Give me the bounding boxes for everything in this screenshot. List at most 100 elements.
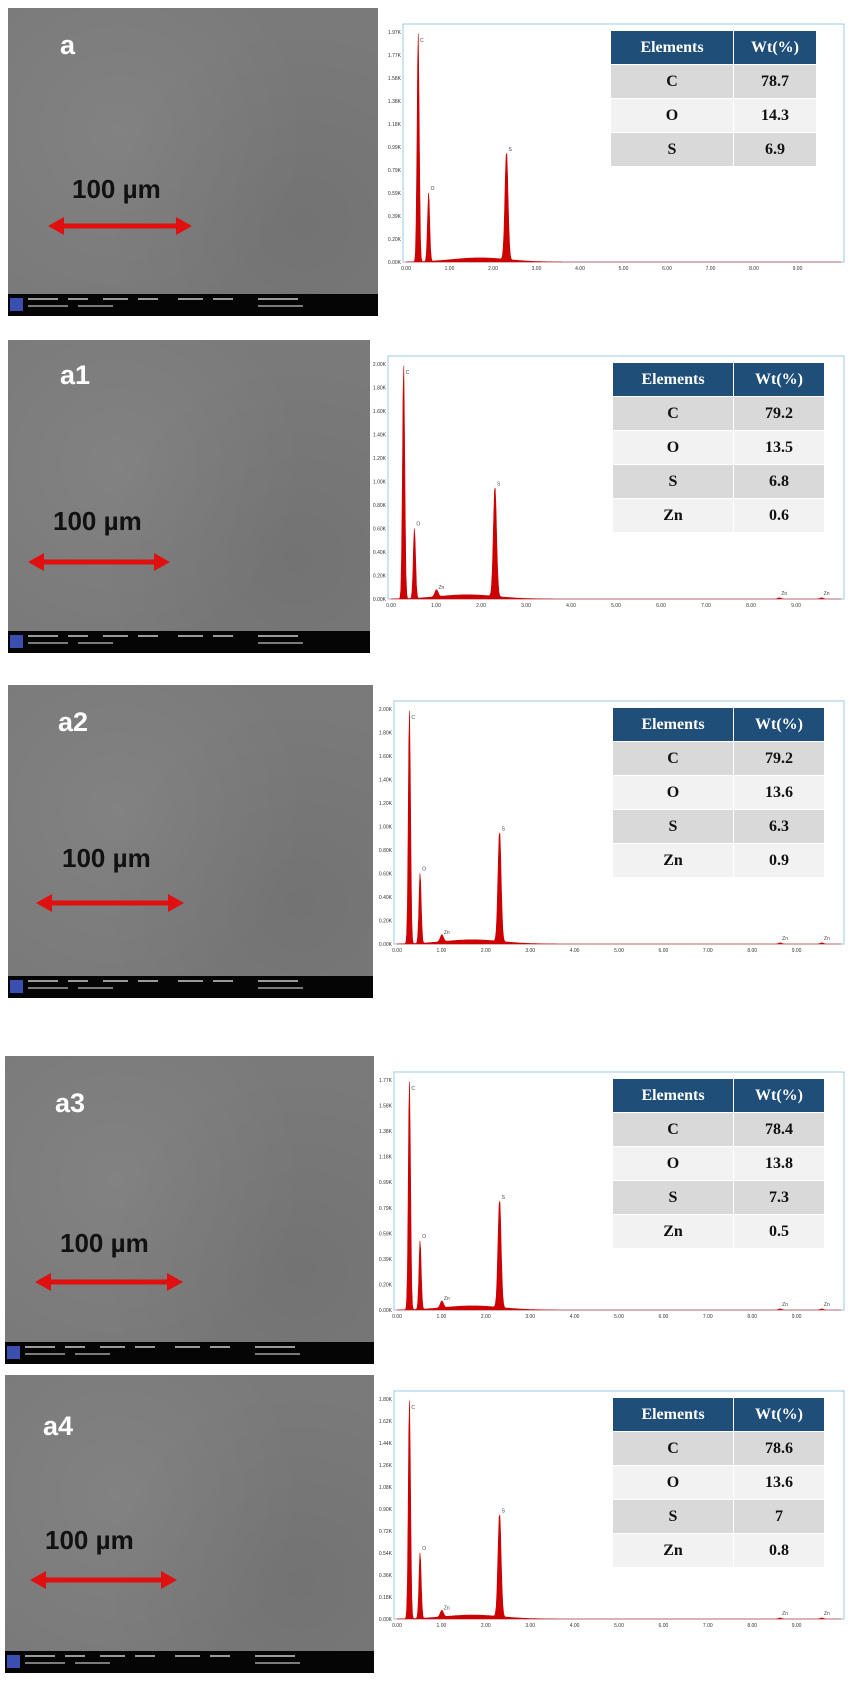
y-tick-label: 1.38K — [388, 99, 402, 105]
peak-label-o: O — [422, 1234, 426, 1240]
element-cell: O — [610, 98, 734, 133]
x-tick-label: 5.00 — [611, 603, 621, 609]
peak-label-s: S — [502, 827, 506, 833]
scale-bar-label: 100 µm — [53, 506, 142, 536]
element-cell: S — [612, 464, 734, 499]
wt-cell: 7.3 — [733, 1180, 825, 1215]
table-header-row: Elements Wt(%) — [612, 707, 825, 742]
x-tick-label: 7.00 — [706, 266, 716, 272]
x-tick-label: 0.00 — [392, 1314, 402, 1320]
panel-a3: a3 100 µm 0.00K 0.20K 0.39K 0.59K 0.79K 0.99K 1.… — [0, 1056, 854, 1376]
sem-texture — [5, 1056, 374, 1364]
table-row: O 14.3 — [610, 98, 817, 133]
info-text — [255, 1655, 295, 1657]
x-tick-label: 1.00 — [445, 266, 455, 272]
x-tick-label: 2.00 — [481, 948, 491, 954]
element-cell: C — [612, 1431, 734, 1466]
y-tick-label: 1.44K — [379, 1441, 393, 1447]
scale-bar-arrow — [48, 217, 192, 235]
wt-cell: 6.8 — [733, 464, 825, 499]
info-text — [78, 987, 113, 989]
y-tick-label: 1.40K — [373, 433, 387, 439]
info-text — [28, 635, 58, 637]
composition-table: Elements Wt(%) C 78.7 O 14.3 S 6.9 — [610, 30, 817, 167]
sem-image: a4 100 µm — [5, 1375, 374, 1673]
table-header-row: Elements Wt(%) — [610, 30, 817, 65]
y-tick-label: 1.58K — [388, 76, 402, 82]
peak-label-o: O — [416, 522, 420, 528]
y-tick-label: 0.79K — [379, 1206, 393, 1212]
y-tick-label: 0.54K — [379, 1551, 393, 1557]
info-text — [75, 1353, 110, 1355]
panel-label: a — [60, 30, 76, 60]
info-text — [103, 635, 128, 637]
y-tick-label: 2.00K — [373, 362, 387, 368]
info-text — [258, 298, 298, 300]
header-elements: Elements — [612, 1397, 734, 1432]
composition-table: Elements Wt(%) C 79.2 O 13.6 S 6.3 Zn 0.9 — [612, 707, 825, 878]
element-cell: S — [612, 809, 734, 844]
y-tick-label: 1.00K — [379, 825, 393, 831]
x-tick-label: 0.00 — [401, 266, 411, 272]
x-tick-label: 5.00 — [614, 1314, 624, 1320]
y-tick-label: 0.00K — [388, 260, 402, 266]
info-text — [25, 1662, 65, 1664]
peak-label-s: S — [497, 482, 501, 488]
spectrum-series — [405, 33, 841, 263]
x-tick-label: 2.00 — [488, 266, 498, 272]
y-tick-label: 0.39K — [379, 1257, 393, 1263]
info-text — [68, 980, 88, 982]
peak-label-zn: Zn — [824, 936, 830, 942]
y-tick-label: 1.58K — [379, 1104, 393, 1110]
y-tick-label: 2.00K — [379, 707, 393, 713]
element-cell: Zn — [612, 1214, 734, 1249]
y-tick-label: 0.00K — [379, 1308, 393, 1314]
wt-cell: 13.8 — [733, 1146, 825, 1181]
y-tick-label: 0.99K — [379, 1180, 393, 1186]
info-text — [258, 987, 303, 989]
peak-label-s: S — [502, 1195, 506, 1201]
peak-label-zn: Zn — [444, 930, 450, 936]
table-row: C 78.6 — [612, 1431, 825, 1466]
info-text — [135, 1655, 155, 1657]
info-text — [28, 642, 68, 644]
y-tick-label: 0.59K — [379, 1231, 393, 1237]
composition-table: Elements Wt(%) C 79.2 O 13.5 S 6.8 Zn 0.6 — [612, 362, 825, 533]
info-text — [68, 298, 88, 300]
info-text — [28, 298, 58, 300]
x-tick-label: 4.00 — [575, 266, 585, 272]
table-row: O 13.6 — [612, 1465, 825, 1500]
peak-label-c: C — [420, 38, 424, 44]
table-header-row: Elements Wt(%) — [612, 1078, 825, 1113]
eds-spectrum: 0.00K 0.20K 0.39K 0.59K 0.79K 0.99K 1.18K 1.38K… — [378, 1056, 850, 1376]
table-row: S 6.8 — [612, 464, 825, 499]
x-tick-label: 8.00 — [747, 1314, 757, 1320]
table-row: S 6.3 — [612, 809, 825, 844]
x-tick-label: 6.00 — [656, 603, 666, 609]
x-tick-label: 1.00 — [437, 1314, 447, 1320]
peak-label-zn: Zn — [824, 1611, 830, 1617]
panel-a: a 100 µm 0.00K 0.20K 0.39K 0.59K 0.79K 0.99K 1.1… — [0, 8, 854, 328]
y-tick-label: 1.60K — [379, 754, 393, 760]
y-tick-label: 0.36K — [379, 1573, 393, 1579]
info-text — [68, 635, 88, 637]
y-tick-label: 1.18K — [379, 1155, 393, 1161]
wt-cell: 13.5 — [733, 430, 825, 465]
y-tick-label: 1.18K — [388, 122, 402, 128]
composition-table: Elements Wt(%) C 78.6 O 13.6 S 7 Zn 0.8 — [612, 1397, 825, 1568]
peak-label-o: O — [422, 1546, 426, 1552]
wt-cell: 7 — [733, 1499, 825, 1534]
table-row: Zn 0.6 — [612, 498, 825, 533]
element-cell: S — [610, 132, 734, 167]
info-text — [210, 1655, 230, 1657]
info-text — [75, 1662, 110, 1664]
x-tick-label: 4.00 — [566, 603, 576, 609]
y-tick-label: 0.00K — [379, 942, 393, 948]
table-header-row: Elements Wt(%) — [612, 362, 825, 397]
peak-label-zn: Zn — [782, 936, 788, 942]
peak-label-zn: Zn — [781, 591, 787, 597]
x-tick-label: 5.00 — [619, 266, 629, 272]
y-tick-label: 0.79K — [388, 168, 402, 174]
wt-cell: 14.3 — [733, 98, 817, 133]
header-elements: Elements — [612, 707, 734, 742]
